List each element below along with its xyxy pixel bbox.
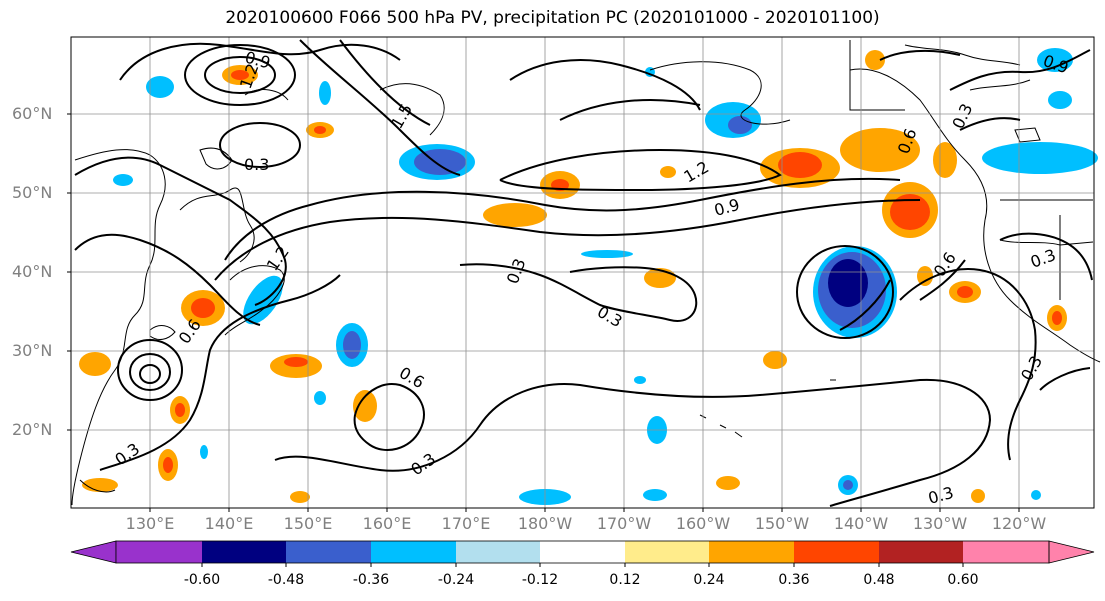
colorbar-segment (286, 541, 371, 563)
lat-label-40n: 40°N (12, 262, 53, 281)
contour-label: 0.3 (948, 101, 976, 132)
lon-label-170w: 170°W (596, 514, 652, 533)
colorbar-label: -0.36 (352, 572, 390, 588)
colorbar-segment (456, 541, 540, 563)
colorbar-segment (709, 541, 794, 563)
colorbar-label: 0.60 (947, 572, 979, 588)
contour-label: 0.3 (926, 483, 956, 508)
contour-label: 1.5 (387, 100, 416, 132)
colorbar-segment (116, 541, 202, 563)
lon-label-160e: 160°E (362, 514, 412, 533)
lat-label-30n: 30°N (12, 341, 53, 360)
colorbar-segment (625, 541, 709, 563)
pv-contours (74, 39, 1093, 507)
contour-label: 0.9 (712, 195, 742, 220)
colorbar-label: 0.48 (863, 572, 895, 588)
colorbar-extend-max (1048, 540, 1095, 564)
colorbar-extend-min (70, 540, 117, 564)
colorbar-segment (963, 541, 1049, 563)
coastlines (71, 40, 1101, 506)
contour-label: 0.3 (407, 449, 439, 479)
axis-ticks (67, 113, 1020, 512)
contour-label: 0.3 (1028, 245, 1058, 272)
contour-label: 1.2 (681, 157, 713, 186)
colorbar-label: -0.24 (437, 572, 475, 588)
lon-label-130e: 130°E (125, 514, 175, 533)
contour-label: 0.3 (244, 155, 269, 174)
gridlines (71, 37, 1094, 508)
colorbar-segment (540, 541, 625, 563)
lon-label-180w: 180°W (517, 514, 573, 533)
colorbar-label: 0.24 (693, 572, 725, 588)
colorbar-label: -0.48 (267, 572, 305, 588)
lat-label-20n: 20°N (12, 420, 53, 439)
colorbar-label: 0.12 (609, 572, 641, 588)
lat-label-50n: 50°N (12, 183, 53, 202)
positive-precip-blobs (79, 50, 1067, 503)
colorbar-segment (371, 541, 456, 563)
colorbar (70, 540, 1095, 567)
lon-label-160w: 160°W (675, 514, 731, 533)
contour-label: 0.3 (503, 256, 530, 286)
colorbar-segment (202, 541, 286, 563)
colorbar-label: -0.12 (521, 572, 559, 588)
lat-label-60n: 60°N (12, 104, 53, 123)
lon-label-130w: 130°W (912, 514, 968, 533)
colorbar-segment (794, 541, 879, 563)
lon-label-170e: 170°E (441, 514, 491, 533)
contour-label: 1.2 (263, 243, 293, 275)
lon-label-150e: 150°E (283, 514, 333, 533)
lon-label-120w: 120°W (991, 514, 1047, 533)
plot-title: 2020100600 F066 500 hPa PV, precipitatio… (225, 8, 880, 28)
contour-label: 0.6 (396, 363, 428, 392)
lon-label-150w: 150°W (754, 514, 810, 533)
colorbar-label: -0.60 (183, 572, 221, 588)
contour-label: 0.3 (1017, 352, 1046, 384)
colorbar-segment (879, 541, 963, 563)
contour-label: 0.3 (594, 302, 626, 331)
lon-label-140e: 140°E (204, 514, 254, 533)
colorbar-label: 0.36 (778, 572, 810, 588)
lon-label-140w: 140°W (833, 514, 889, 533)
